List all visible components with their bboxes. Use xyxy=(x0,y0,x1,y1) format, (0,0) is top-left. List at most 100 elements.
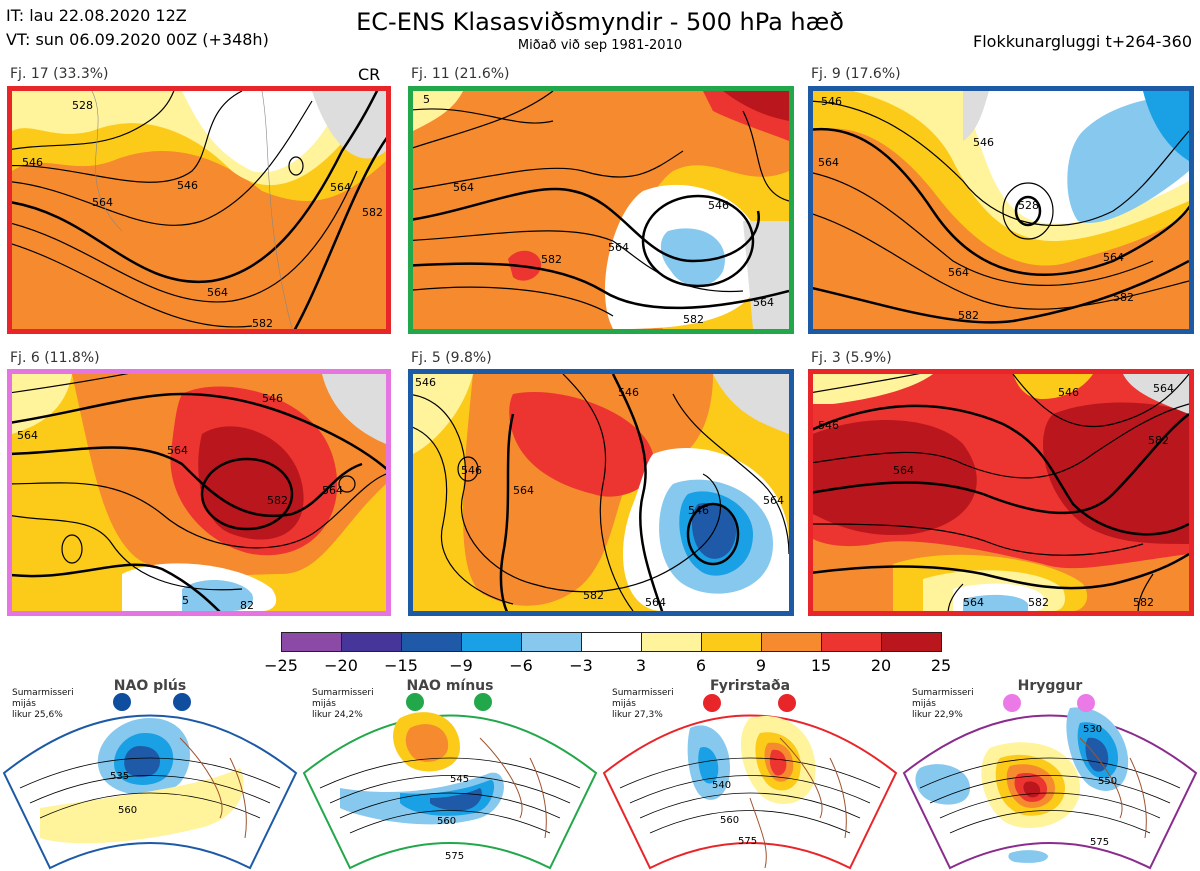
contour-label: 564 xyxy=(17,429,38,442)
tick-label: 25 xyxy=(930,656,952,675)
tick-label: −3 xyxy=(569,656,593,675)
panel-5-label: Fj. 5 (9.8%) xyxy=(411,350,492,366)
contour-label: 546 xyxy=(821,95,842,108)
color-bin xyxy=(462,633,522,651)
regime-season: Sumarmisseri xyxy=(312,688,374,698)
contour-label: 564 xyxy=(608,241,629,254)
contour-label: 582 xyxy=(1148,434,1169,447)
tick-label: 20 xyxy=(870,656,892,675)
contour-label: 582 xyxy=(1113,291,1134,304)
contour-label: 564 xyxy=(763,494,784,507)
contour-label: 535 xyxy=(110,771,129,782)
panel-4-label: Fj. 6 (11.8%) xyxy=(10,350,100,366)
cluster-map-3: 546 564 528 546 564 582 564 582 xyxy=(808,86,1194,334)
contour-label: 5 xyxy=(423,93,430,106)
color-bin xyxy=(582,633,642,651)
tick-label: −9 xyxy=(449,656,473,675)
color-bin xyxy=(282,633,342,651)
contour-label: 546 xyxy=(262,392,283,405)
cluster-map-5: 546 546 564 546 564 582 564 546 xyxy=(408,369,794,616)
contour-label: 564 xyxy=(322,484,343,497)
panel-6-label: Fj. 3 (5.9%) xyxy=(811,350,892,366)
contour-label: 575 xyxy=(445,851,464,862)
contour-label: 564 xyxy=(207,286,228,299)
contour-label: 575 xyxy=(738,836,757,847)
tick-label: −6 xyxy=(509,656,533,675)
contour-label: 560 xyxy=(118,805,137,816)
regime-probability: likur 25,6% xyxy=(12,710,63,720)
regime-probability: likur 24,2% xyxy=(312,710,363,720)
color-bin xyxy=(882,633,941,651)
contour-label: 564 xyxy=(1103,251,1124,264)
cluster-map-2: 564 546 582 564 564 582 5 xyxy=(408,86,794,334)
color-bin xyxy=(522,633,582,651)
contour-label: 564 xyxy=(753,296,774,309)
classification-window: Flokkunargluggi t+264-360 xyxy=(973,32,1192,51)
regime-season: Sumarmisseri xyxy=(612,688,674,698)
regime-mean: mijás xyxy=(12,699,36,709)
regime-name: NAO mínus xyxy=(406,678,494,694)
contour-label: 560 xyxy=(437,816,456,827)
tick-label: 6 xyxy=(695,656,707,675)
regime-nao-plus: 535 560 NAO plús Sumarmisseri mijás liku… xyxy=(0,678,300,871)
color-bin xyxy=(642,633,702,651)
color-bin xyxy=(822,633,882,651)
valid-time: VT: sun 06.09.2020 00Z (+348h) xyxy=(6,30,269,49)
page-subtitle: Miðað við sep 1981-2010 xyxy=(517,38,683,53)
contour-label: 582 xyxy=(958,309,979,322)
contour-label: 564 xyxy=(948,266,969,279)
contour-label: 5 xyxy=(182,594,189,607)
contour-label: 546 xyxy=(461,464,482,477)
contour-label: 564 xyxy=(167,444,188,457)
color-bin xyxy=(342,633,402,651)
contour-label: 582 xyxy=(1028,596,1049,609)
contour-label: 546 xyxy=(22,156,43,169)
color-scale-bar xyxy=(281,632,942,652)
contour-label: 546 xyxy=(618,386,639,399)
contour-label: 582 xyxy=(362,206,383,219)
contour-label: 564 xyxy=(893,464,914,477)
panel-1-tag: CR xyxy=(358,65,381,84)
contour-label: 546 xyxy=(1058,386,1079,399)
contour-label: 564 xyxy=(818,156,839,169)
contour-label: 582 xyxy=(1133,596,1154,609)
cluster-map-1: 546 564 564 546 564 582 528 582 xyxy=(7,86,391,334)
contour-label: 546 xyxy=(688,504,709,517)
contour-label: 564 xyxy=(513,484,534,497)
tick-label: −25 xyxy=(264,656,298,675)
regime-info: Sumarmisseri mijás likur 22,9% xyxy=(912,688,974,721)
contour-label: 82 xyxy=(240,599,254,611)
cluster-map-4: 546 564 564 582 564 5 82 xyxy=(7,369,391,616)
contour-label: 560 xyxy=(720,815,739,826)
cluster-map-6: 546 564 582 546 564 564 582 582 xyxy=(808,369,1194,616)
contour-label: 564 xyxy=(1153,382,1174,395)
contour-label: 564 xyxy=(453,181,474,194)
contour-label: 545 xyxy=(450,774,469,785)
contour-label: 564 xyxy=(963,596,984,609)
init-time: IT: lau 22.08.2020 12Z xyxy=(6,6,187,25)
regime-name: NAO plús xyxy=(113,678,187,694)
contour-label: 582 xyxy=(252,317,273,329)
contour-label: 582 xyxy=(683,313,704,326)
regime-probability: likur 22,9% xyxy=(912,710,963,720)
regime-blocking: 540 560 575 Fyrirstaða Sumarmisseri mijá… xyxy=(600,678,900,871)
regime-mean: mijás xyxy=(912,699,936,709)
regime-info: Sumarmisseri mijás likur 25,6% xyxy=(12,688,74,721)
panel-2-label: Fj. 11 (21.6%) xyxy=(411,66,510,82)
regime-name: Fyrirstaða xyxy=(709,678,791,694)
color-bin xyxy=(762,633,822,651)
contour-label: 546 xyxy=(818,419,839,432)
regime-mean: mijás xyxy=(612,699,636,709)
page-title: EC-ENS Klasasviðsmyndir - 500 hPa hæð xyxy=(356,8,844,36)
contour-label: 546 xyxy=(708,199,729,212)
contour-label: 550 xyxy=(1098,776,1117,787)
contour-label: 582 xyxy=(267,494,288,507)
contour-label: 540 xyxy=(712,780,731,791)
contour-label: 564 xyxy=(645,596,666,609)
panel-1-label: Fj. 17 (33.3%) xyxy=(10,66,109,82)
tick-label: −15 xyxy=(384,656,418,675)
regime-info: Sumarmisseri mijás likur 24,2% xyxy=(312,688,374,721)
regime-season: Sumarmisseri xyxy=(12,688,74,698)
contour-label: 546 xyxy=(177,179,198,192)
regime-season: Sumarmisseri xyxy=(912,688,974,698)
